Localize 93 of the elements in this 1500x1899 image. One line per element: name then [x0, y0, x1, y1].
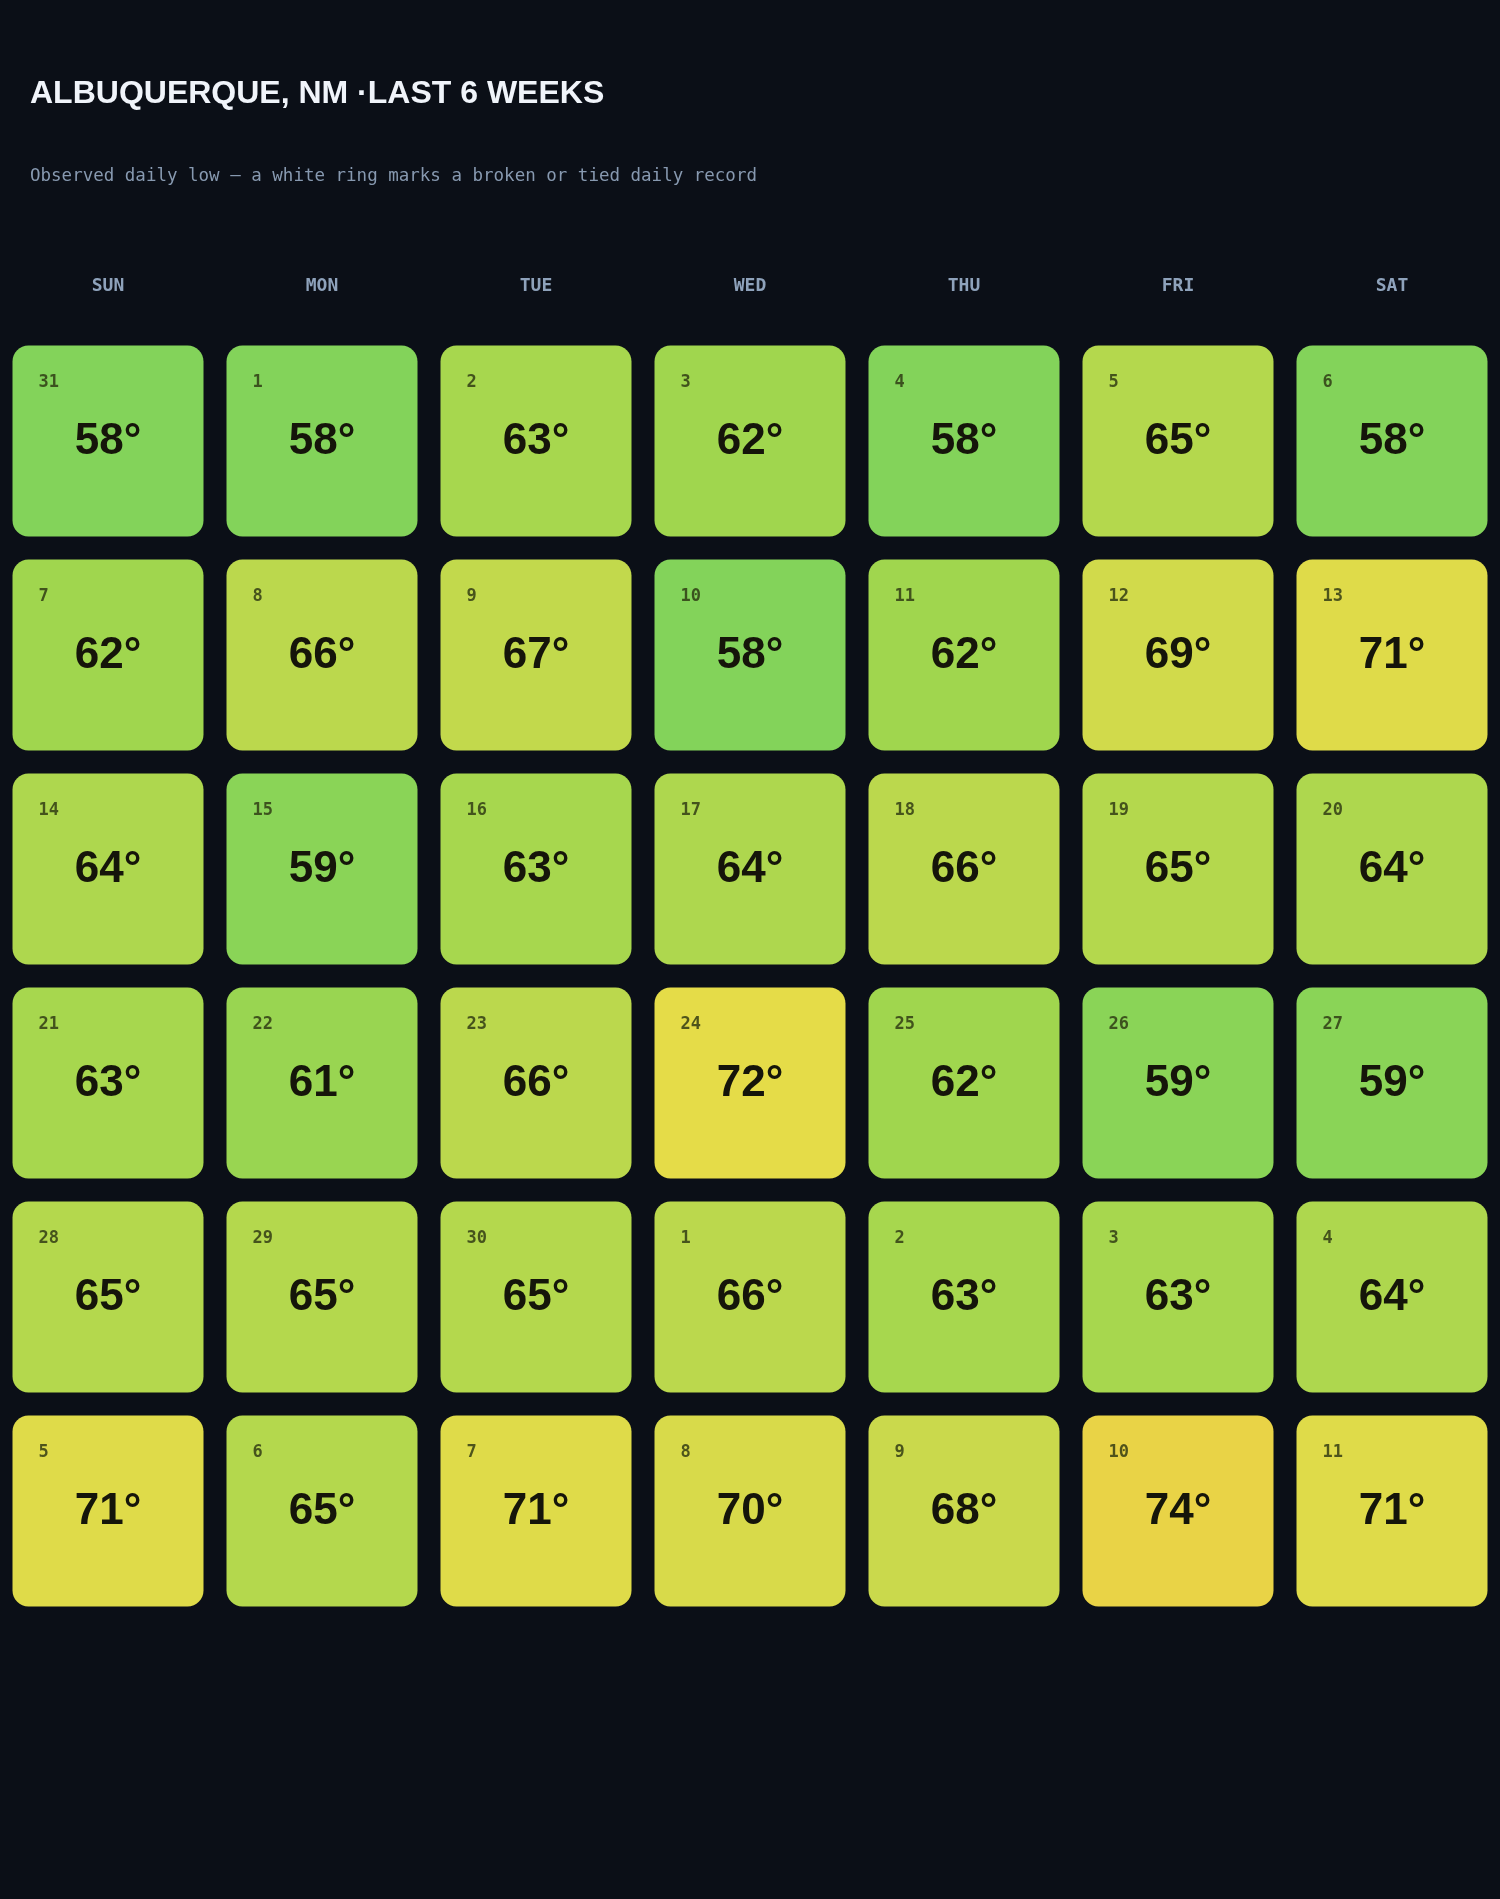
annotation: 3	[680, 370, 691, 391]
x-tick-label: MON	[305, 273, 339, 295]
annotation: 30	[466, 1226, 487, 1247]
annotation: 23	[466, 1012, 487, 1033]
annotation: 31	[38, 370, 59, 391]
annotation: 10	[1108, 1440, 1129, 1461]
annotation: 26	[1108, 1012, 1129, 1033]
annotation: 7	[466, 1440, 477, 1461]
data-label: 68°	[930, 1484, 998, 1533]
x-tick-label: TUE	[519, 273, 553, 295]
annotation: 4	[894, 370, 905, 391]
annotation: 1	[680, 1226, 691, 1247]
annotation: 13	[1322, 584, 1343, 605]
annotation: 2	[466, 370, 477, 391]
data-label: 64°	[716, 842, 784, 891]
data-label: 71°	[502, 1484, 570, 1533]
annotation: 8	[680, 1440, 691, 1461]
annotation: 16	[466, 798, 487, 819]
annotation: 29	[252, 1226, 273, 1247]
x-tick-label: SUN	[91, 273, 125, 295]
data-label: 65°	[288, 1270, 356, 1319]
annotation: 7	[38, 584, 49, 605]
data-label: 63°	[502, 842, 570, 891]
annotation: 20	[1322, 798, 1343, 819]
annotation: 11	[894, 584, 915, 605]
data-label: 59°	[1358, 1056, 1426, 1105]
data-label: 64°	[1358, 842, 1426, 891]
annotation: 2	[894, 1226, 905, 1247]
annotation: 14	[38, 798, 59, 819]
data-label: 58°	[288, 414, 356, 463]
data-label: 63°	[74, 1056, 142, 1105]
data-label: 70°	[716, 1484, 784, 1533]
data-label: 58°	[930, 414, 998, 463]
annotation: 5	[1108, 370, 1119, 391]
data-label: 66°	[930, 842, 998, 891]
annotation: 18	[894, 798, 915, 819]
chart-subtitle: Observed daily low — a white ring marks a broken or tied daily record	[30, 165, 757, 185]
x-tick-label: SAT	[1375, 273, 1409, 295]
annotation: 6	[1322, 370, 1333, 391]
data-label: 63°	[502, 414, 570, 463]
data-label: 74°	[1144, 1484, 1212, 1533]
data-label: 59°	[288, 842, 356, 891]
data-label: 66°	[716, 1270, 784, 1319]
data-label: 64°	[74, 842, 142, 891]
data-label: 71°	[1358, 628, 1426, 677]
data-label: 67°	[502, 628, 570, 677]
annotation: 5	[38, 1440, 49, 1461]
data-label: 65°	[74, 1270, 142, 1319]
x-tick-label: FRI	[1161, 273, 1195, 295]
data-label: 63°	[930, 1270, 998, 1319]
chart-title: ALBUQUERQUE, NM ·LAST 6 WEEKS	[30, 74, 605, 110]
annotation: 10	[680, 584, 701, 605]
data-label: 65°	[288, 1484, 356, 1533]
x-tick-label: THU	[947, 273, 981, 295]
annotation: 21	[38, 1012, 59, 1033]
annotation: 24	[680, 1012, 701, 1033]
annotation: 8	[252, 584, 263, 605]
annotation: 12	[1108, 584, 1129, 605]
annotation: 9	[466, 584, 477, 605]
data-label: 71°	[74, 1484, 142, 1533]
x-tick-label: WED	[733, 273, 767, 295]
annotation: 4	[1322, 1226, 1333, 1247]
data-label: 62°	[930, 1056, 998, 1105]
data-label: 65°	[1144, 414, 1212, 463]
data-label: 64°	[1358, 1270, 1426, 1319]
data-label: 65°	[502, 1270, 570, 1319]
annotation: 1	[252, 370, 263, 391]
data-label: 61°	[288, 1056, 356, 1105]
data-label: 58°	[1358, 414, 1426, 463]
annotation: 22	[252, 1012, 273, 1033]
annotation: 3	[1108, 1226, 1119, 1247]
data-label: 59°	[1144, 1056, 1212, 1105]
data-label: 72°	[716, 1056, 784, 1105]
data-label: 65°	[1144, 842, 1212, 891]
annotation: 11	[1322, 1440, 1343, 1461]
data-label: 58°	[74, 414, 142, 463]
data-label: 58°	[716, 628, 784, 677]
data-label: 71°	[1358, 1484, 1426, 1533]
annotation: 25	[894, 1012, 915, 1033]
data-label: 62°	[930, 628, 998, 677]
data-label: 62°	[74, 628, 142, 677]
annotation: 9	[894, 1440, 905, 1461]
annotation: 19	[1108, 798, 1129, 819]
annotation: 15	[252, 798, 273, 819]
data-label: 66°	[502, 1056, 570, 1105]
annotation: 27	[1322, 1012, 1343, 1033]
annotation: 28	[38, 1226, 59, 1247]
data-label: 69°	[1144, 628, 1212, 677]
annotation: 17	[680, 798, 701, 819]
data-label: 62°	[716, 414, 784, 463]
annotation: 6	[252, 1440, 263, 1461]
data-label: 66°	[288, 628, 356, 677]
data-label: 63°	[1144, 1270, 1212, 1319]
